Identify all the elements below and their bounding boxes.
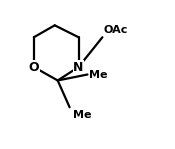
Text: Me: Me bbox=[73, 110, 91, 119]
Text: OAc: OAc bbox=[104, 25, 128, 35]
Text: Me: Me bbox=[89, 69, 107, 80]
Text: O: O bbox=[29, 60, 39, 74]
Text: N: N bbox=[73, 60, 84, 74]
